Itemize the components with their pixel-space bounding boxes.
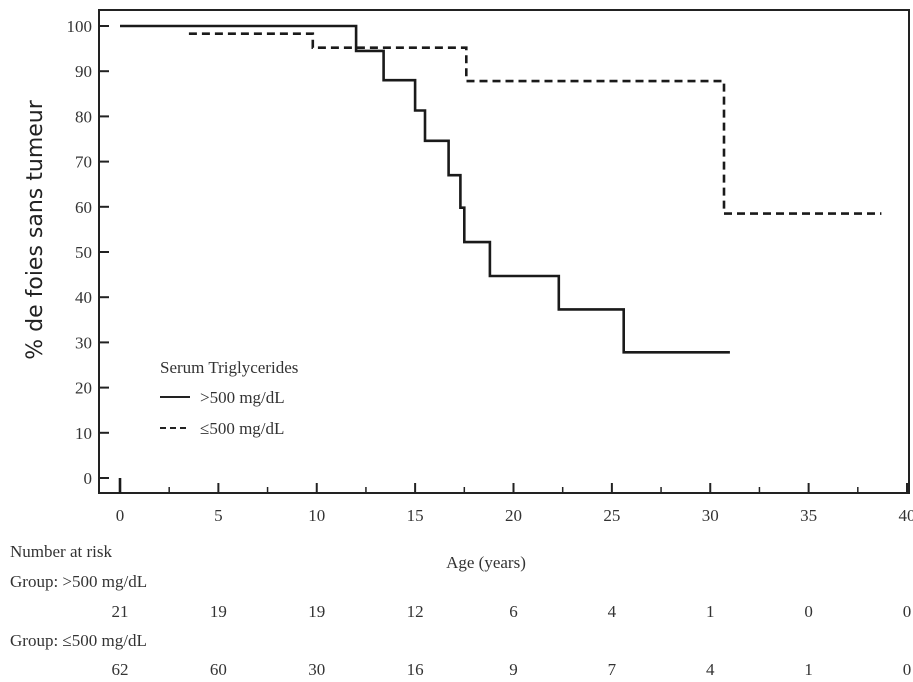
x-axis-title: Age (years)	[446, 553, 526, 572]
risk-value: 19	[210, 602, 227, 621]
x-tick-label: 15	[407, 506, 424, 525]
x-tick-label: 10	[308, 506, 325, 525]
y-tick-label: 10	[75, 424, 92, 443]
legend-title: Serum Triglycerides	[160, 358, 298, 377]
x-tick-label: 5	[214, 506, 223, 525]
y-tick-label: 50	[75, 243, 92, 262]
risk-value: 1	[804, 660, 813, 679]
y-tick-label: 70	[75, 153, 92, 172]
y-tick-label: 80	[75, 107, 92, 126]
y-tick-label: 0	[84, 469, 93, 488]
risk-value: 4	[608, 602, 617, 621]
risk-value: 0	[804, 602, 813, 621]
legend: Serum Triglycerides >500 mg/dL ≤500 mg/d…	[160, 358, 298, 438]
risk-value: 1	[706, 602, 715, 621]
series-line-le500	[188, 32, 882, 215]
x-tick-label: 30	[702, 506, 719, 525]
risk-value: 21	[112, 602, 129, 621]
y-tick-label: 90	[75, 62, 92, 81]
risk-value: 62	[112, 660, 129, 679]
y-tick-label: 100	[67, 17, 93, 36]
series-line-gt500	[120, 24, 730, 354]
risk-group-label: Group: >500 mg/dL	[10, 572, 147, 591]
risk-value: 12	[407, 602, 424, 621]
risk-value: 16	[407, 660, 424, 679]
x-tick-label: 25	[603, 506, 620, 525]
risk-value: 7	[608, 660, 617, 679]
risk-value: 9	[509, 660, 518, 679]
x-tick-label: 20	[505, 506, 522, 525]
risk-value: 19	[308, 602, 325, 621]
risk-value: 0	[903, 660, 912, 679]
y-tick-label: 30	[75, 333, 92, 352]
x-tick-label: 35	[800, 506, 817, 525]
risk-table: Number at risk Group: >500 mg/dL Group: …	[10, 542, 911, 679]
risk-value: 0	[903, 602, 912, 621]
y-tick-label: 40	[75, 288, 92, 307]
y-axis-title: % de foies sans tumeur	[23, 99, 48, 360]
y-tick-label: 20	[75, 379, 92, 398]
x-tick-label: 40	[899, 506, 913, 525]
risk-group-label: Group: ≤500 mg/dL	[10, 631, 147, 650]
risk-value: 6	[509, 602, 518, 621]
legend-entry-label: >500 mg/dL	[200, 388, 285, 407]
risk-value: 60	[210, 660, 227, 679]
legend-entry-label: ≤500 mg/dL	[200, 419, 284, 438]
risk-value: 4	[706, 660, 715, 679]
y-tick-label: 60	[75, 198, 92, 217]
x-tick-label: 0	[116, 506, 125, 525]
risk-value: 30	[308, 660, 325, 679]
risk-table-title: Number at risk	[10, 542, 112, 561]
